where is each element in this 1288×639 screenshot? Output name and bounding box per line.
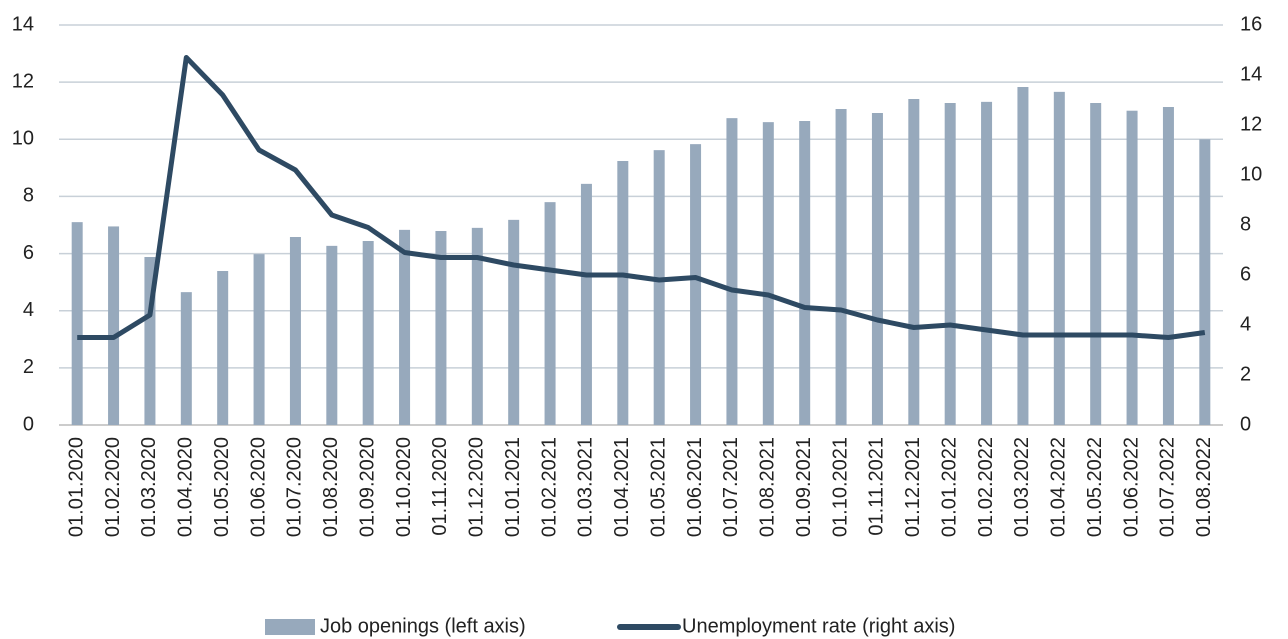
x-tick-label: 01.11.2021 bbox=[866, 437, 888, 536]
bar bbox=[653, 150, 665, 425]
x-tick-label: 01.09.2021 bbox=[793, 437, 815, 537]
bar bbox=[981, 101, 993, 425]
x-tick-label: 01.05.2021 bbox=[647, 437, 669, 537]
bar bbox=[617, 161, 629, 425]
bar bbox=[944, 103, 956, 425]
bar bbox=[1199, 139, 1211, 426]
y2-tick-label: 2 bbox=[1240, 363, 1251, 385]
bar bbox=[435, 231, 447, 425]
legend-label: Unemployment rate (right axis) bbox=[682, 615, 955, 637]
bar bbox=[471, 227, 483, 425]
y-tick-label: 8 bbox=[23, 185, 34, 207]
x-tick-label: 01.08.2021 bbox=[757, 437, 779, 537]
x-tick-label: 01.05.2022 bbox=[1084, 437, 1106, 537]
bar bbox=[508, 219, 520, 425]
x-tick-label: 01.10.2020 bbox=[393, 437, 415, 537]
x-tick-label: 01.06.2020 bbox=[247, 437, 269, 537]
bar bbox=[1017, 87, 1029, 425]
x-tick-label: 01.02.2020 bbox=[102, 437, 124, 537]
bar bbox=[217, 271, 229, 425]
bar bbox=[71, 222, 83, 425]
bar bbox=[144, 257, 156, 425]
bar bbox=[1126, 110, 1138, 425]
x-tick-label: 01.12.2021 bbox=[902, 437, 924, 537]
y-tick-label: 14 bbox=[12, 13, 34, 35]
legend-swatch bbox=[265, 619, 315, 635]
bar bbox=[871, 113, 883, 425]
y2-tick-label: 12 bbox=[1240, 113, 1262, 135]
x-tick-label: 01.02.2021 bbox=[538, 437, 560, 537]
x-tick-label: 01.09.2020 bbox=[356, 437, 378, 537]
bar bbox=[326, 245, 338, 425]
y-tick-label: 6 bbox=[23, 242, 34, 264]
x-tick-label: 01.01.2021 bbox=[502, 437, 524, 537]
y-tick-label: 4 bbox=[23, 299, 34, 321]
x-tick-label: 01.04.2022 bbox=[1048, 437, 1070, 537]
x-tick-label: 01.02.2022 bbox=[975, 437, 997, 537]
y2-tick-label: 0 bbox=[1240, 413, 1251, 435]
bar bbox=[835, 109, 847, 425]
bar bbox=[399, 229, 411, 425]
x-tick-label: 01.04.2021 bbox=[611, 437, 633, 537]
bar bbox=[690, 144, 702, 425]
y2-tick-label: 10 bbox=[1240, 163, 1262, 185]
x-tick-label: 01.03.2021 bbox=[575, 437, 597, 537]
bar bbox=[1053, 91, 1065, 425]
bar bbox=[108, 226, 120, 425]
y2-tick-label: 14 bbox=[1240, 63, 1262, 85]
y-tick-label: 2 bbox=[23, 356, 34, 378]
legend-label: Job openings (left axis) bbox=[320, 615, 526, 637]
line bbox=[77, 55, 1206, 340]
bar bbox=[726, 118, 738, 426]
x-tick-label: 01.05.2020 bbox=[211, 437, 233, 537]
x-tick-label: 01.12.2020 bbox=[466, 437, 488, 537]
y2-tick-label: 4 bbox=[1240, 313, 1251, 335]
bar bbox=[544, 202, 556, 425]
x-tick-label: 01.01.2020 bbox=[65, 437, 87, 537]
bar bbox=[908, 99, 920, 425]
bar bbox=[580, 183, 592, 425]
bar bbox=[180, 292, 192, 425]
x-tick-label: 01.10.2021 bbox=[829, 437, 851, 537]
x-tick-label: 01.06.2021 bbox=[684, 437, 706, 537]
x-tick-label: 01.03.2022 bbox=[1011, 437, 1033, 537]
x-tick-label: 01.07.2021 bbox=[720, 437, 742, 537]
y2-tick-label: 8 bbox=[1240, 213, 1251, 235]
x-tick-label: 01.08.2020 bbox=[320, 437, 342, 537]
x-tick-label: 01.06.2022 bbox=[1120, 437, 1142, 537]
y2-tick-label: 6 bbox=[1240, 263, 1251, 285]
y-tick-label: 12 bbox=[12, 70, 34, 92]
x-tick-label: 01.03.2020 bbox=[138, 437, 160, 537]
bar bbox=[362, 241, 374, 425]
bar bbox=[1090, 103, 1102, 425]
bar bbox=[1162, 107, 1174, 425]
x-tick-label: 01.07.2020 bbox=[284, 437, 306, 537]
y2-tick-label: 16 bbox=[1240, 13, 1262, 35]
x-tick-label: 01.08.2022 bbox=[1193, 437, 1215, 537]
x-tick-label: 01.11.2020 bbox=[429, 437, 451, 536]
x-tick-label: 01.01.2022 bbox=[938, 437, 960, 537]
x-tick-label: 01.04.2020 bbox=[175, 437, 197, 537]
bar bbox=[762, 122, 774, 426]
y-tick-label: 0 bbox=[23, 413, 34, 435]
y-tick-label: 10 bbox=[12, 128, 34, 150]
bar bbox=[799, 121, 811, 425]
x-tick-label: 01.07.2022 bbox=[1157, 437, 1179, 537]
bar bbox=[253, 254, 265, 425]
bar bbox=[289, 237, 301, 425]
